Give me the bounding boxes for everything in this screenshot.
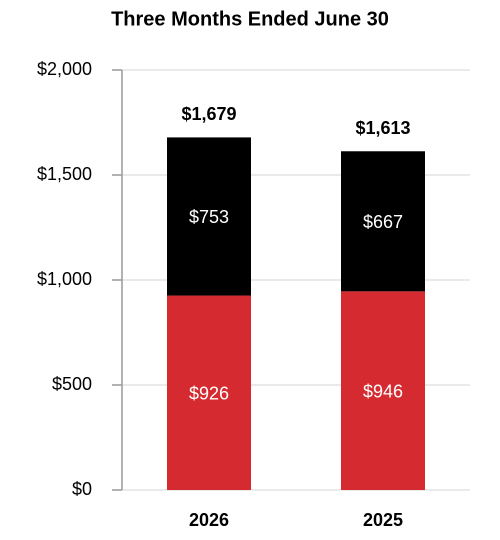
- y-tick-label: $1,000: [37, 269, 92, 289]
- y-tick-label: $0: [72, 479, 92, 499]
- segment-label: $667: [363, 212, 403, 232]
- bar-segment: [341, 291, 425, 490]
- segment-label: $926: [189, 384, 229, 404]
- y-tick-label: $500: [52, 374, 92, 394]
- bar-segment: [167, 295, 251, 490]
- x-tick-label: 2025: [363, 510, 403, 530]
- total-label: $1,613: [355, 118, 410, 138]
- bar-segment: [167, 137, 251, 296]
- segment-label: $753: [189, 207, 229, 227]
- y-tick-label: $2,000: [37, 59, 92, 79]
- y-tick-label: $1,500: [37, 164, 92, 184]
- chart-title: Three Months Ended June 30: [111, 8, 389, 30]
- x-tick-label: 2026: [189, 510, 229, 530]
- total-label: $1,679: [181, 104, 236, 124]
- bar-segment: [341, 151, 425, 292]
- segment-label: $946: [363, 381, 403, 401]
